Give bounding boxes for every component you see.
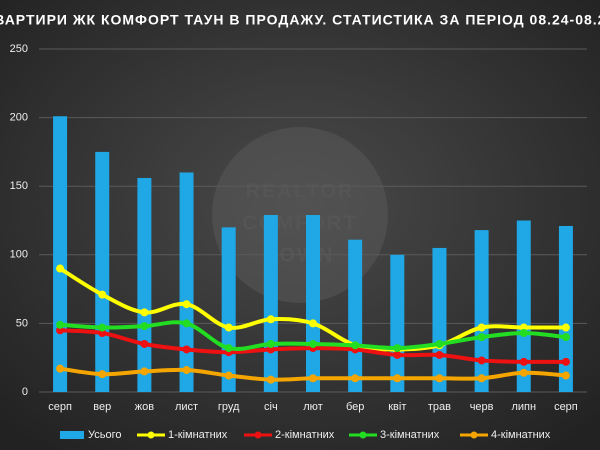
point bbox=[477, 356, 486, 365]
point bbox=[393, 350, 402, 359]
point bbox=[561, 371, 570, 380]
point bbox=[393, 374, 402, 383]
point bbox=[98, 370, 107, 379]
y-tick-label: 250 bbox=[10, 43, 28, 55]
x-tick-label: черв bbox=[470, 401, 494, 413]
legend-swatch bbox=[470, 431, 478, 439]
point bbox=[477, 374, 486, 383]
x-tick-label: вер bbox=[93, 401, 111, 413]
x-tick-label: лют bbox=[303, 401, 322, 413]
point bbox=[519, 323, 528, 332]
point bbox=[519, 357, 528, 366]
point bbox=[140, 308, 149, 317]
bar bbox=[306, 215, 320, 392]
legend-swatch bbox=[147, 431, 155, 439]
x-tick-label: бер bbox=[346, 401, 364, 413]
point bbox=[309, 374, 317, 383]
legend-label: 1-кімнатних bbox=[168, 429, 228, 441]
point bbox=[140, 339, 149, 348]
point bbox=[56, 326, 65, 335]
y-tick-label: 150 bbox=[10, 180, 28, 192]
x-tick-label: трав bbox=[428, 401, 451, 413]
point bbox=[56, 364, 65, 373]
watermark-text: REALTOR bbox=[246, 180, 355, 202]
x-tick-label: лист bbox=[175, 401, 198, 413]
point bbox=[561, 357, 570, 366]
y-tick-label: 0 bbox=[22, 386, 28, 398]
watermark-text: COMFORT bbox=[242, 212, 357, 234]
x-tick-label: квіт bbox=[388, 401, 406, 413]
point bbox=[393, 344, 402, 353]
point bbox=[561, 333, 570, 342]
point bbox=[182, 366, 191, 375]
point bbox=[98, 329, 107, 338]
bar bbox=[390, 254, 405, 392]
point bbox=[477, 333, 486, 342]
point bbox=[56, 264, 65, 273]
point bbox=[519, 368, 528, 377]
x-tick-label: липн bbox=[511, 401, 536, 413]
legend-label: 4-кімнатних bbox=[491, 429, 551, 441]
point bbox=[309, 339, 317, 348]
bar bbox=[95, 151, 110, 392]
bar bbox=[137, 177, 152, 392]
point bbox=[266, 315, 275, 324]
point bbox=[98, 323, 107, 332]
point bbox=[351, 341, 360, 350]
point bbox=[266, 339, 275, 348]
bar bbox=[474, 230, 489, 392]
x-tick-label: жов bbox=[135, 401, 154, 413]
legend-swatch bbox=[60, 431, 84, 439]
watermark-circle bbox=[212, 127, 388, 303]
point bbox=[435, 374, 444, 383]
y-tick-label: 200 bbox=[10, 112, 28, 124]
y-tick-label: 50 bbox=[16, 317, 28, 329]
point bbox=[140, 322, 149, 331]
bar bbox=[432, 247, 447, 392]
bar bbox=[516, 220, 531, 392]
point bbox=[224, 323, 233, 332]
point bbox=[56, 320, 65, 329]
x-tick-label: груд bbox=[218, 401, 240, 413]
x-tick-label: серп bbox=[554, 401, 578, 413]
y-tick-label: 100 bbox=[10, 249, 28, 261]
point bbox=[561, 323, 570, 332]
legend-label: 3-кімнатних bbox=[380, 429, 440, 441]
point bbox=[477, 323, 486, 332]
point bbox=[182, 300, 191, 309]
point bbox=[266, 375, 275, 384]
point bbox=[266, 345, 275, 354]
chart-title: КВАРТИРИ ЖК КОМФОРТ ТАУН В ПРОДАЖУ. СТАТ… bbox=[0, 12, 600, 28]
legend-swatch bbox=[359, 431, 367, 439]
x-tick-label: січ bbox=[264, 401, 278, 413]
x-tick-label: серп bbox=[48, 401, 72, 413]
point bbox=[182, 345, 191, 354]
bar bbox=[221, 227, 236, 392]
point bbox=[519, 329, 528, 338]
point bbox=[435, 350, 444, 359]
bar bbox=[558, 225, 573, 392]
bar bbox=[263, 215, 278, 392]
point bbox=[182, 319, 191, 328]
point bbox=[224, 371, 233, 380]
point bbox=[224, 344, 233, 353]
point bbox=[435, 339, 444, 348]
legend-label: 2-кімнатних bbox=[275, 429, 335, 441]
point bbox=[309, 319, 317, 328]
legend-swatch bbox=[254, 431, 262, 439]
bar bbox=[53, 116, 68, 392]
point bbox=[140, 367, 149, 376]
bar bbox=[179, 172, 194, 392]
bar bbox=[348, 239, 363, 392]
legend-label: Усього bbox=[88, 429, 122, 441]
point bbox=[98, 290, 107, 299]
point bbox=[351, 374, 360, 383]
